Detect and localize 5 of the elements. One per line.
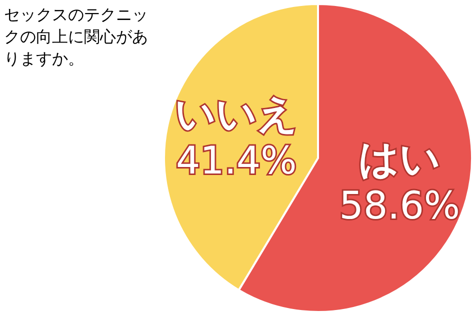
slice-label: いいえ bbox=[174, 91, 298, 138]
data-label: 41.4% bbox=[176, 138, 297, 182]
slice-label: はい bbox=[358, 136, 441, 183]
data-label: 58.6% bbox=[339, 184, 460, 228]
text: セックスのテクニックの向上に関心がありますか。 bbox=[4, 4, 149, 70]
